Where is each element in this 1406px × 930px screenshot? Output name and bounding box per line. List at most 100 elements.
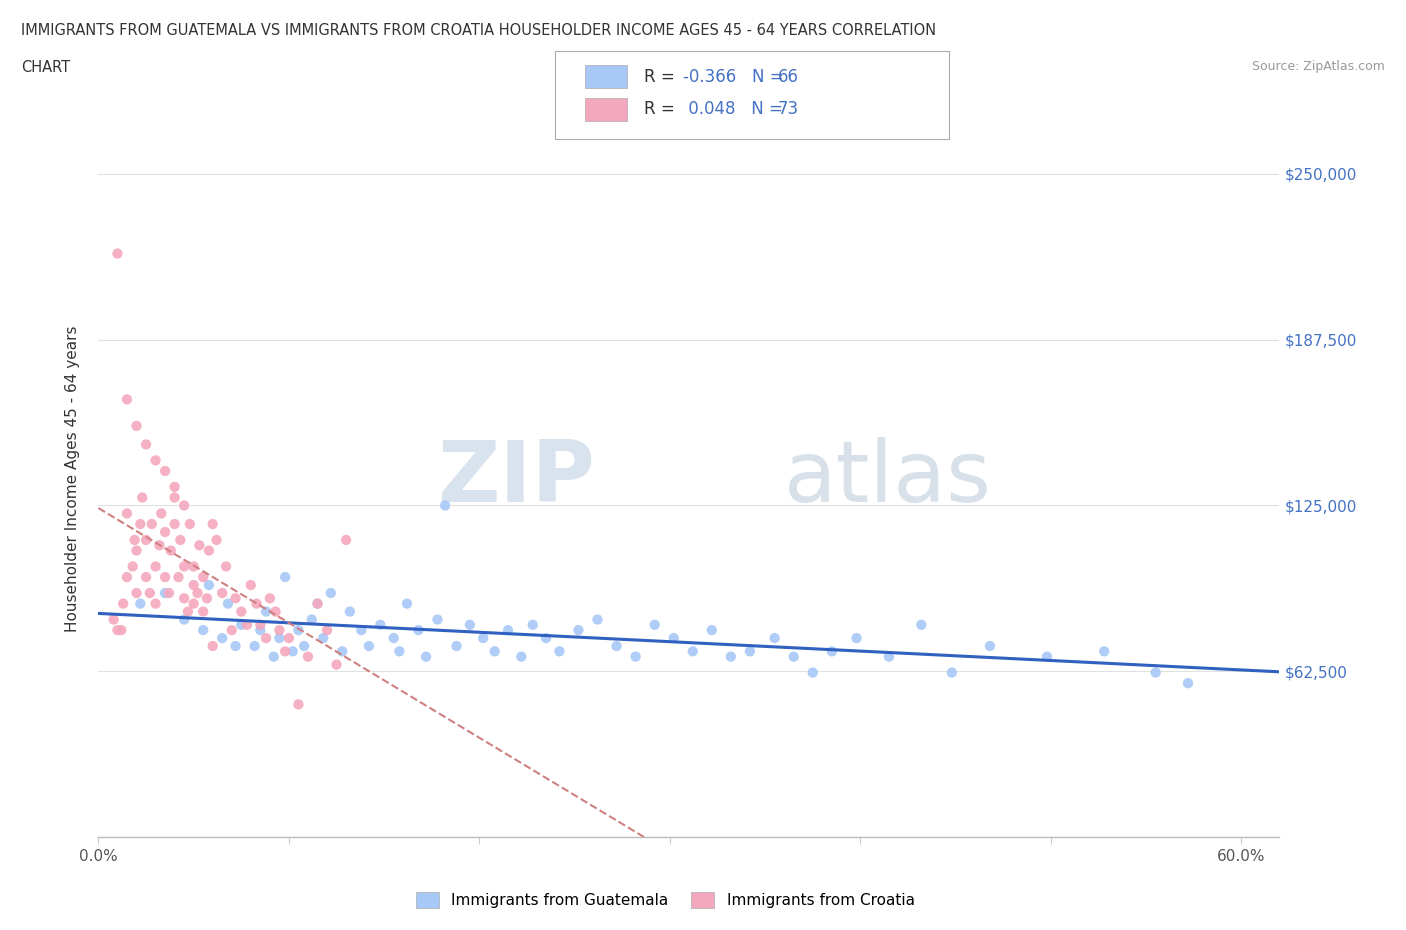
Text: IMMIGRANTS FROM GUATEMALA VS IMMIGRANTS FROM CROATIA HOUSEHOLDER INCOME AGES 45 : IMMIGRANTS FROM GUATEMALA VS IMMIGRANTS … — [21, 23, 936, 38]
Point — [845, 631, 868, 645]
Point — [259, 591, 281, 605]
Point — [277, 631, 299, 645]
Point — [153, 570, 176, 585]
Point — [307, 596, 329, 611]
Point — [281, 644, 304, 658]
Point — [188, 538, 211, 552]
Point — [110, 623, 132, 638]
Point — [231, 618, 253, 632]
Point — [624, 649, 647, 664]
Point — [472, 631, 495, 645]
Text: 66: 66 — [778, 68, 799, 86]
Point — [388, 644, 411, 658]
Point — [153, 463, 176, 478]
Point — [163, 516, 186, 531]
Point — [107, 246, 129, 261]
Point — [1036, 649, 1059, 664]
Point — [145, 453, 167, 468]
Point — [522, 618, 544, 632]
Point — [179, 516, 201, 531]
Point — [211, 631, 233, 645]
Point — [434, 498, 457, 513]
Point — [217, 596, 239, 611]
Point — [107, 623, 129, 638]
Point — [183, 578, 205, 592]
Point — [183, 559, 205, 574]
Point — [129, 516, 152, 531]
Point — [307, 596, 329, 611]
Point — [979, 639, 1001, 654]
Point — [183, 596, 205, 611]
Point — [662, 631, 685, 645]
Y-axis label: Householder Income Ages 45 - 64 years: Householder Income Ages 45 - 64 years — [65, 326, 80, 632]
Point — [548, 644, 571, 658]
Point — [297, 649, 319, 664]
Point — [292, 639, 315, 654]
Point — [173, 591, 195, 605]
Point — [312, 631, 335, 645]
Point — [153, 586, 176, 601]
Point — [198, 578, 221, 592]
Text: 73: 73 — [778, 100, 799, 118]
Point — [215, 559, 238, 574]
Point — [193, 570, 215, 585]
Point — [606, 639, 628, 654]
Point — [159, 543, 181, 558]
Text: R =: R = — [644, 68, 681, 86]
Point — [124, 533, 146, 548]
Point — [245, 596, 267, 611]
Point — [484, 644, 506, 658]
Point — [1177, 676, 1199, 691]
Point — [254, 604, 277, 619]
Point — [269, 631, 291, 645]
Point — [225, 591, 247, 605]
Point — [198, 543, 221, 558]
Point — [193, 604, 215, 619]
Point — [301, 612, 323, 627]
Point — [167, 570, 190, 585]
Point — [249, 623, 271, 638]
Point — [221, 623, 243, 638]
Point — [395, 596, 418, 611]
Point — [287, 623, 309, 638]
Point — [763, 631, 786, 645]
Point — [720, 649, 742, 664]
Point — [567, 623, 589, 638]
Point — [783, 649, 806, 664]
Text: Source: ZipAtlas.com: Source: ZipAtlas.com — [1251, 60, 1385, 73]
Point — [243, 639, 266, 654]
Point — [738, 644, 761, 658]
Text: atlas: atlas — [783, 437, 991, 521]
Point — [339, 604, 361, 619]
Point — [1092, 644, 1115, 658]
Point — [249, 618, 271, 632]
Point — [145, 559, 167, 574]
Point — [682, 644, 704, 658]
Point — [319, 586, 342, 601]
Point — [112, 596, 135, 611]
Point — [173, 612, 195, 627]
Point — [382, 631, 405, 645]
Point — [129, 596, 152, 611]
Point — [135, 437, 157, 452]
Point — [801, 665, 824, 680]
Point — [274, 644, 297, 658]
Point — [821, 644, 844, 658]
Text: ZIP: ZIP — [437, 437, 595, 521]
Point — [335, 533, 357, 548]
Text: CHART: CHART — [21, 60, 70, 75]
Point — [269, 623, 291, 638]
Point — [163, 490, 186, 505]
Point — [125, 586, 148, 601]
Point — [239, 578, 262, 592]
Point — [496, 623, 519, 638]
Point — [121, 559, 143, 574]
Point — [254, 631, 277, 645]
Text: R =: R = — [644, 100, 681, 118]
Point — [700, 623, 723, 638]
Point — [103, 612, 125, 627]
Point — [287, 697, 309, 711]
Point — [225, 639, 247, 654]
Text: -0.366   N =: -0.366 N = — [683, 68, 789, 86]
Point — [446, 639, 468, 654]
